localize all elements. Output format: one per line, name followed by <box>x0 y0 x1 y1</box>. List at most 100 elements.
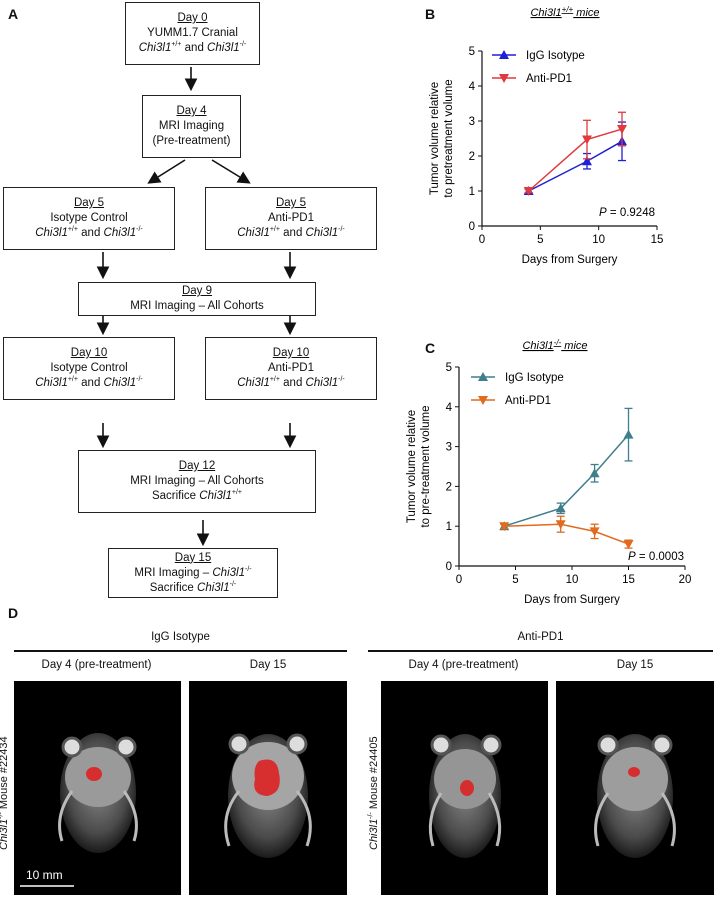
col-label-day15-igg: Day 15 <box>249 659 287 671</box>
y-tick-label: 5 <box>446 362 452 374</box>
scale-bar-label: 10 mm <box>26 868 63 882</box>
flow-box-day5-isotype: Day 5 Isotype Control Chi3l1+/+ and Chi3… <box>3 187 175 250</box>
flow-box-day10-isotype: Day 10 Isotype Control Chi3l1+/+ and Chi… <box>3 337 175 400</box>
box-sacrifice: Sacrifice Chi3l1-/- <box>149 580 237 594</box>
mri-image-igg-day4: 10 mm <box>14 681 181 895</box>
flow-box-day9: Day 9 MRI Imaging – All Cohorts <box>78 282 316 316</box>
day-label: Day 15 <box>174 551 212 564</box>
box-genotype: Chi3l1+/+ and Chi3l1-/- <box>138 41 247 54</box>
panel-letter-b: B <box>425 6 436 22</box>
legend-marker <box>499 74 509 83</box>
antipd1-header-rule <box>368 650 713 652</box>
box-text: MRI Imaging – All Cohorts <box>130 475 264 487</box>
y-tick-label: 2 <box>446 481 452 493</box>
mri-image-pd1-day15 <box>556 681 714 895</box>
mri-image-igg-day15 <box>189 681 347 895</box>
data-point <box>499 522 510 532</box>
y-tick-label: 2 <box>469 151 475 163</box>
legend-label: IgG Isotype <box>505 372 564 384</box>
chart-b: Chi3l1+/+ mice 0 1 2 3 4 5 0 5 10 15 Days from Surg… <box>429 5 664 266</box>
x-tick-label: 15 <box>651 234 664 246</box>
flow-box-day0: Day 0 YUMM1.7 Cranial Chi3l1+/+ and Chi3… <box>125 2 260 65</box>
day-label: Day 12 <box>178 460 216 472</box>
y-tick-label: 0 <box>446 561 452 573</box>
panel-letter-a: A <box>8 6 19 22</box>
col-label-day4-pd1: Day 4 (pre-treatment) <box>408 659 519 671</box>
flow-box-day15: Day 15 MRI Imaging – Chi3l1-/- Sacrifice… <box>108 548 278 598</box>
x-tick-label: 0 <box>479 234 485 246</box>
data-point <box>555 520 566 530</box>
data-point <box>589 527 600 537</box>
y-axis-label: Tumor volume relative <box>406 410 418 523</box>
legend-label: Anti-PD1 <box>505 395 551 407</box>
mouse-label-24405: Chi3l1-/- Mouse #24405 <box>367 736 380 850</box>
data-point <box>623 540 634 550</box>
y-axis-label: to pre-treatment volume <box>420 405 432 527</box>
box-genotype: Chi3l1+/+ and Chi3l1-/- <box>237 376 345 389</box>
mri-scan <box>594 734 676 858</box>
chart-title: Chi3l1-/- mice <box>522 338 587 352</box>
box-text: Anti-PD1 <box>267 212 315 224</box>
flow-box-day10-antipd1: Day 10 Anti-PD1 Chi3l1+/+ and Chi3l1-/- <box>205 337 377 400</box>
data-point <box>582 156 592 166</box>
panel-letter-c: C <box>425 340 436 356</box>
p-value-annotation: P = 0.9248 <box>599 207 655 219</box>
box-text: (Pre-treatment) <box>152 135 231 147</box>
data-point <box>555 503 566 513</box>
panel-letter-d: D <box>8 605 19 621</box>
data-point <box>623 429 634 439</box>
x-tick-label: 0 <box>456 574 462 586</box>
box-text: Isotype Control <box>50 362 128 374</box>
day-label: Day 5 <box>275 197 307 209</box>
x-tick-label: 10 <box>592 234 605 246</box>
data-point <box>582 135 592 145</box>
legend-marker <box>499 50 509 59</box>
data-point <box>589 468 600 478</box>
series-line <box>504 523 629 545</box>
box-text: MRI Imaging – All Cohorts <box>130 300 264 312</box>
mri-scan <box>224 733 312 858</box>
y-tick-label: 0 <box>469 221 475 233</box>
x-tick-label: 10 <box>566 574 579 586</box>
igg-header-rule <box>14 650 347 652</box>
flowchart-arrows <box>96 67 297 547</box>
p-value-annotation: P = 0.0003 <box>628 551 684 563</box>
y-tick-label: 3 <box>446 442 452 454</box>
box-genotype: Chi3l1+/+ and Chi3l1-/- <box>35 376 143 389</box>
y-axis-label: to pretreatment volume <box>443 79 455 197</box>
col-label-day15-pd1: Day 15 <box>616 659 654 671</box>
y-axis-label: Tumor volume relative <box>429 82 441 195</box>
data-point <box>617 125 627 135</box>
box-sacrifice: Sacrifice Chi3l1+/+ <box>151 489 243 502</box>
day-label: Day 4 <box>176 105 207 117</box>
day-label: Day 10 <box>70 347 108 359</box>
legend-marker <box>478 372 488 381</box>
y-tick-label: 5 <box>469 46 475 58</box>
flow-box-day5-antipd1: Day 5 Anti-PD1 Chi3l1+/+ and Chi3l1-/- <box>205 187 377 250</box>
legend-marker <box>478 396 488 405</box>
box-text: Isotype Control <box>50 212 128 224</box>
box-text: MRI Imaging <box>158 120 225 132</box>
box-genotype: Chi3l1+/+ and Chi3l1-/- <box>237 226 345 239</box>
data-point <box>523 187 534 196</box>
flow-box-day12: Day 12 MRI Imaging – All Cohorts Sacrifi… <box>78 450 316 513</box>
box-text: YUMM1.7 Cranial <box>147 27 238 39</box>
day-label: Day 9 <box>181 285 213 297</box>
day-label: Day 5 <box>73 197 105 209</box>
mri-image-pd1-day4 <box>381 681 548 895</box>
x-tick-label: 5 <box>537 234 543 246</box>
mouse-label-22434: Chi3l1-/- Mouse #22434 <box>0 736 10 850</box>
box-text: Anti-PD1 <box>267 362 315 374</box>
x-tick-label: 5 <box>512 574 518 586</box>
antipd1-header: Anti-PD1 <box>517 631 564 643</box>
x-axis-label: Days from Surgery <box>522 254 618 266</box>
chart-c: Chi3l1-/- mice 0 1 2 3 4 5 0 5 10 15 20 Days from Su… <box>406 338 691 605</box>
series-line <box>528 128 623 192</box>
box-mri: MRI Imaging – Chi3l1-/- <box>134 565 252 579</box>
mri-scan: 10 mm <box>20 733 138 887</box>
box-genotype: Chi3l1+/+ and Chi3l1-/- <box>35 226 143 239</box>
day-label: Day 0 <box>177 12 208 24</box>
flow-box-day4: Day 4 MRI Imaging (Pre-treatment) <box>142 95 241 158</box>
day-label: Day 10 <box>272 347 310 359</box>
legend-label: Anti-PD1 <box>526 73 572 85</box>
